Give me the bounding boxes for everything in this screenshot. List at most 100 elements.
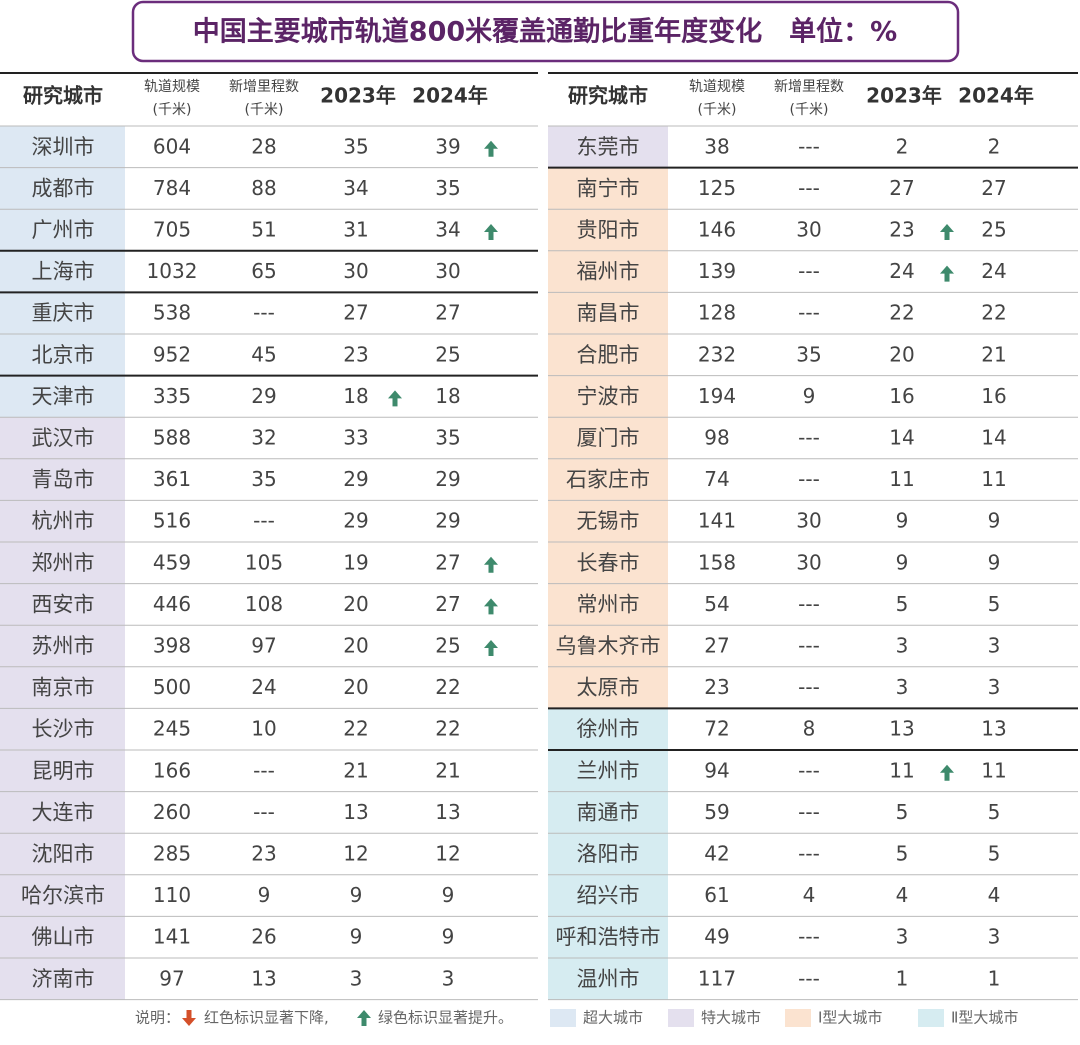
city-cell-bg bbox=[0, 292, 125, 334]
city-name: 武汉市 bbox=[32, 426, 95, 450]
cell-value: 9 bbox=[896, 509, 909, 533]
cell-value: 3 bbox=[988, 925, 1001, 949]
legend-label: 超大城市 bbox=[583, 1009, 643, 1027]
cell-value: 9 bbox=[988, 550, 1001, 574]
cell-value: --- bbox=[798, 842, 820, 866]
city-name: 成都市 bbox=[32, 176, 95, 200]
city-cell-bg bbox=[0, 500, 125, 542]
city-name: 昆明市 bbox=[32, 759, 95, 783]
city-cell-bg bbox=[548, 126, 668, 168]
column-header: 2024年 bbox=[958, 84, 1034, 108]
cell-value: 20 bbox=[343, 675, 368, 699]
legend-label: Ⅰ型大城市 bbox=[818, 1009, 882, 1027]
cell-value: 65 bbox=[251, 259, 276, 283]
city-name: 无锡市 bbox=[577, 509, 640, 533]
column-header: 新增里程数 bbox=[229, 79, 299, 95]
cell-value: 3 bbox=[896, 634, 909, 658]
cell-value: 5 bbox=[988, 800, 1001, 824]
city-name: 兰州市 bbox=[577, 759, 640, 783]
cell-value: 30 bbox=[343, 259, 368, 283]
cell-value: 12 bbox=[435, 842, 460, 866]
cell-value: 398 bbox=[153, 634, 191, 658]
cell-value: --- bbox=[798, 925, 820, 949]
cell-value: 459 bbox=[153, 550, 191, 574]
cell-value: 117 bbox=[698, 966, 736, 990]
cell-value: 35 bbox=[435, 426, 460, 450]
city-cell-bg bbox=[548, 958, 668, 1000]
cell-value: 25 bbox=[435, 342, 460, 366]
cell-value: 20 bbox=[889, 342, 914, 366]
city-cell-bg bbox=[548, 666, 668, 709]
column-header: 研究城市 bbox=[23, 84, 103, 108]
cell-value: 51 bbox=[251, 218, 276, 242]
cell-value: 158 bbox=[698, 550, 736, 574]
cell-value: 29 bbox=[435, 509, 460, 533]
city-cell-bg bbox=[548, 209, 668, 251]
cell-value: 97 bbox=[251, 634, 276, 658]
column-header: 轨道规模 bbox=[144, 79, 200, 95]
cell-value: 32 bbox=[251, 426, 276, 450]
city-name: 温州市 bbox=[577, 967, 640, 991]
city-cell-bg bbox=[548, 292, 668, 334]
cell-value: 23 bbox=[251, 842, 276, 866]
cell-value: 4 bbox=[803, 883, 816, 907]
city-cell-bg bbox=[0, 750, 125, 792]
cell-value: 27 bbox=[435, 592, 460, 616]
cell-value: 11 bbox=[889, 467, 914, 491]
cell-value: 39 bbox=[435, 134, 460, 158]
cell-value: 13 bbox=[435, 800, 460, 824]
cell-value: 446 bbox=[153, 592, 191, 616]
cell-value: 94 bbox=[704, 758, 729, 782]
legend-swatch bbox=[785, 1009, 811, 1027]
city-cell-bg bbox=[0, 791, 125, 834]
cell-value: 9 bbox=[803, 384, 816, 408]
cell-value: 361 bbox=[153, 467, 191, 491]
cell-value: 42 bbox=[704, 842, 729, 866]
column-header: 轨道规模 bbox=[689, 79, 745, 95]
cell-value: 33 bbox=[343, 426, 368, 450]
cell-value: 588 bbox=[153, 426, 191, 450]
city-name: 西安市 bbox=[32, 592, 95, 616]
cell-value: 11 bbox=[981, 758, 1006, 782]
city-name: 贵阳市 bbox=[577, 218, 640, 242]
cell-value: 125 bbox=[698, 176, 736, 200]
cell-value: --- bbox=[798, 634, 820, 658]
note-up: 绿色标识显著提升。 bbox=[378, 1009, 513, 1027]
cell-value: 3 bbox=[988, 634, 1001, 658]
cell-value: 49 bbox=[704, 925, 729, 949]
city-name: 哈尔滨市 bbox=[21, 884, 105, 908]
city-cell-bg bbox=[0, 916, 125, 958]
city-name: 南京市 bbox=[32, 676, 95, 700]
cell-value: 35 bbox=[796, 342, 821, 366]
city-name: 广州市 bbox=[32, 218, 95, 242]
city-name: 合肥市 bbox=[577, 343, 640, 367]
city-cell-bg bbox=[0, 250, 125, 293]
cell-value: 952 bbox=[153, 342, 191, 366]
city-cell-bg bbox=[0, 542, 125, 584]
city-name: 太原市 bbox=[577, 676, 640, 700]
cell-value: 72 bbox=[704, 717, 729, 741]
cell-value: --- bbox=[253, 758, 275, 782]
city-cell-bg bbox=[0, 126, 125, 168]
cell-value: 97 bbox=[159, 966, 184, 990]
city-name: 乌鲁木齐市 bbox=[556, 634, 661, 658]
cell-value: 9 bbox=[988, 509, 1001, 533]
cell-value: 38 bbox=[704, 134, 729, 158]
cell-value: --- bbox=[798, 675, 820, 699]
cell-value: 35 bbox=[343, 134, 368, 158]
cell-value: 3 bbox=[988, 675, 1001, 699]
city-cell-bg bbox=[548, 750, 668, 792]
cell-value: 30 bbox=[796, 509, 821, 533]
cell-value: 29 bbox=[343, 509, 368, 533]
cell-value: 11 bbox=[889, 758, 914, 782]
column-header: (千米) bbox=[698, 102, 737, 118]
up-arrow bbox=[357, 1010, 371, 1026]
city-name: 徐州市 bbox=[577, 717, 640, 741]
cell-value: 24 bbox=[981, 259, 1006, 283]
cell-value: 538 bbox=[153, 301, 191, 325]
cell-value: 22 bbox=[435, 675, 460, 699]
legend-swatch bbox=[550, 1009, 576, 1027]
cell-value: 18 bbox=[343, 384, 368, 408]
up-arrow bbox=[940, 764, 954, 781]
column-header: (千米) bbox=[245, 102, 284, 118]
